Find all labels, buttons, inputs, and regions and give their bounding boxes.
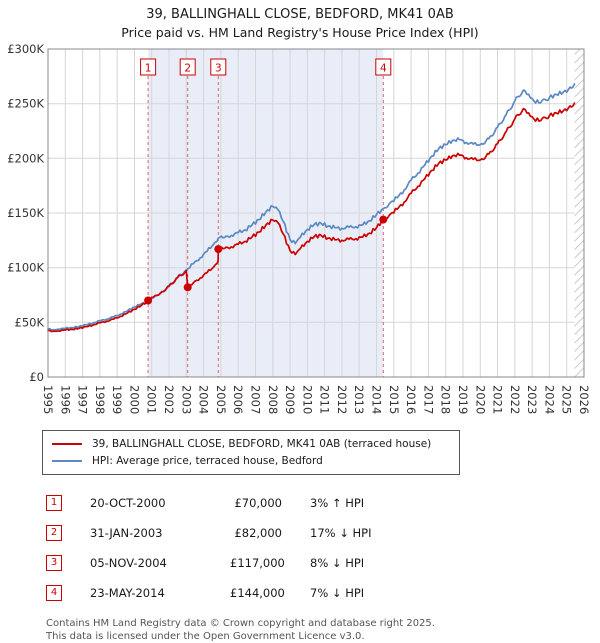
svg-text:£300K: £300K [7,43,44,56]
license-footer: Contains HM Land Registry data © Crown c… [46,617,600,643]
svg-text:2025: 2025 [560,385,574,414]
svg-text:2014: 2014 [370,385,384,414]
svg-text:2024: 2024 [542,385,556,414]
svg-text:2023: 2023 [525,385,539,414]
svg-text:3: 3 [215,62,222,74]
svg-text:£50K: £50K [15,315,45,329]
chart-header: 39, BALLINGHALL CLOSE, BEDFORD, MK41 0AB… [0,0,600,42]
svg-text:1997: 1997 [76,385,90,414]
transaction-price: £82,000 [234,525,282,540]
transaction-number-badge: 3 [46,554,62,571]
transaction-number-badge: 1 [46,494,62,511]
svg-text:£250K: £250K [7,96,44,110]
svg-text:2002: 2002 [162,385,176,414]
transaction-hpi-delta: 8% ↓ HPI [310,555,365,570]
svg-text:2012: 2012 [335,385,349,414]
transactions-table: 1 20-OCT-2000 £70,000 3% ↑ HPI 2 31-JAN-… [46,488,600,608]
svg-text:2016: 2016 [404,385,418,414]
price-chart: 1 2 3 4 £0 £50K £100K £150K £200K £250K £300K 1995 1… [0,43,600,428]
svg-text:2015: 2015 [387,385,401,414]
svg-text:2003: 2003 [179,385,193,414]
svg-text:4: 4 [380,62,387,74]
svg-text:2004: 2004 [197,385,211,414]
svg-text:£0: £0 [29,370,44,384]
transaction-hpi-delta: 3% ↑ HPI [310,495,365,510]
transaction-row: 2 31-JAN-2003 £82,000 17% ↓ HPI [46,518,600,548]
svg-text:2013: 2013 [352,385,366,414]
svg-text:1998: 1998 [93,385,107,414]
svg-text:2008: 2008 [266,385,280,414]
svg-text:2026: 2026 [577,385,591,414]
svg-text:2019: 2019 [456,385,470,414]
transaction-date: 20-OCT-2000 [90,495,166,510]
page-title: 39, BALLINGHALL CLOSE, BEDFORD, MK41 0AB [146,7,454,22]
transaction-date: 23-MAY-2014 [90,585,165,600]
transaction-date: 31-JAN-2003 [90,525,163,540]
transaction-price: £70,000 [234,495,282,510]
chart-legend: 39, BALLINGHALL CLOSE, BEDFORD, MK41 0AB… [42,429,460,475]
transaction-number-badge: 4 [46,584,62,601]
footer-line-2: This data is licensed under the Open Gov… [46,630,365,642]
transaction-price: £144,000 [230,585,285,600]
svg-text:1: 1 [145,62,152,74]
transaction-row: 4 23-MAY-2014 £144,000 7% ↓ HPI [46,578,600,608]
page-subtitle: Price paid vs. HM Land Registry's House … [121,25,479,41]
red-line-sample [52,443,82,446]
transaction-number-badge: 2 [46,524,62,541]
svg-text:1995: 1995 [41,385,55,414]
legend-item-hpi: HPI: Average price, terraced house, Bedf… [52,453,450,470]
svg-text:1996: 1996 [58,385,72,414]
svg-text:£200K: £200K [7,151,44,165]
svg-text:£150K: £150K [7,206,44,220]
svg-text:2021: 2021 [491,385,505,414]
svg-text:2006: 2006 [231,385,245,414]
svg-text:2005: 2005 [214,385,228,414]
svg-text:2010: 2010 [300,385,314,414]
svg-text:1999: 1999 [110,385,124,414]
svg-text:2018: 2018 [439,385,453,414]
transaction-date: 05-NOV-2004 [90,555,167,570]
svg-text:2020: 2020 [473,385,487,414]
footer-line-1: Contains HM Land Registry data © Crown c… [46,617,435,629]
svg-text:2011: 2011 [318,385,332,414]
legend-label-hpi: HPI: Average price, terraced house, Bedf… [92,455,323,468]
transaction-row: 3 05-NOV-2004 £117,000 8% ↓ HPI [46,548,600,578]
svg-text:2: 2 [184,62,191,74]
svg-text:2001: 2001 [145,385,159,414]
transaction-price: £117,000 [230,555,285,570]
svg-text:2009: 2009 [283,385,297,414]
svg-text:2017: 2017 [421,385,435,414]
blue-line-sample [52,460,82,463]
transaction-hpi-delta: 17% ↓ HPI [310,525,372,540]
legend-item-property: 39, BALLINGHALL CLOSE, BEDFORD, MK41 0AB… [52,436,450,453]
svg-text:2022: 2022 [508,385,522,414]
svg-text:2007: 2007 [249,385,263,414]
transaction-hpi-delta: 7% ↓ HPI [310,585,365,600]
svg-text:£100K: £100K [7,260,44,274]
svg-text:2000: 2000 [128,385,142,414]
legend-label-property: 39, BALLINGHALL CLOSE, BEDFORD, MK41 0AB… [92,438,432,451]
transaction-row: 1 20-OCT-2000 £70,000 3% ↑ HPI [46,488,600,518]
